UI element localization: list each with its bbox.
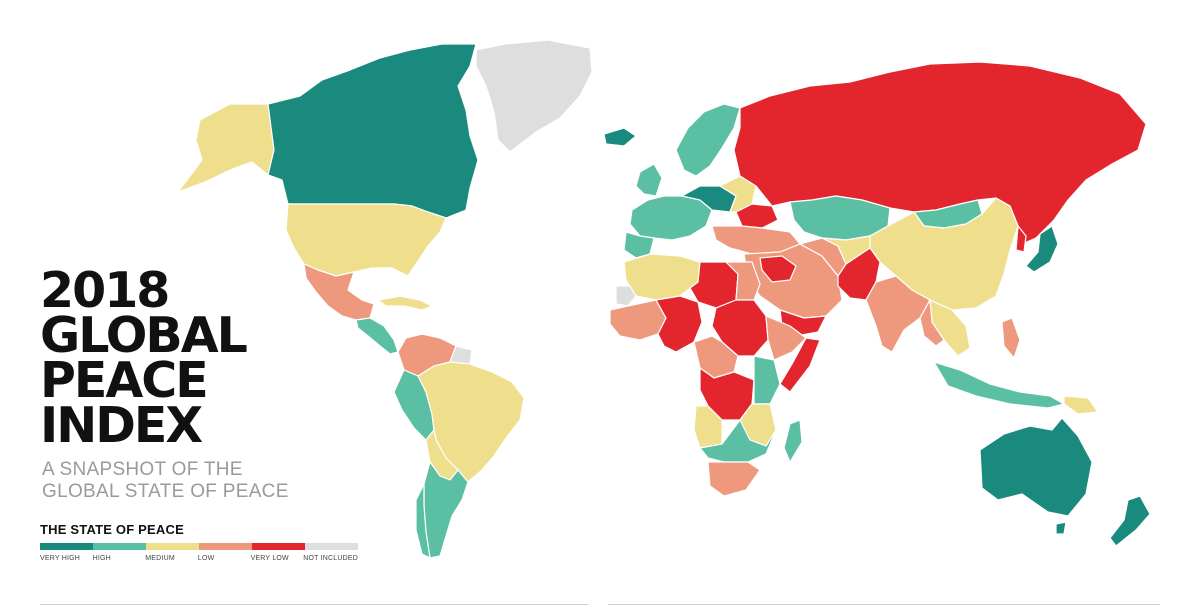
region-chile [415,483,431,559]
title-line-global: GLOBAL [40,307,248,364]
region-scandinavia [675,103,741,177]
region-alaska [177,103,275,193]
subtitle-line-2: GLOBAL STATE OF PEACE [42,481,289,502]
legend-swatch-not-included [305,543,358,550]
region-horn-of-africa [765,315,807,361]
legend-label-very-low: VERY LOW [250,555,289,562]
region-tasmania [1055,521,1067,535]
subtitle: A SNAPSHOT OF THE GLOBAL STATE OF PEACE [42,459,362,503]
region-western-europe [629,195,713,241]
region-mozambique-zambia [739,403,777,447]
region-western-sahara [615,285,637,307]
region-canada [267,43,479,219]
region-somalia [779,337,821,393]
subtitle-line-1: A SNAPSHOT OF THE [42,459,243,480]
main-title: 2018 GLOBAL PEACE INDEX [40,262,360,454]
region-australia [979,417,1093,517]
title-line-index: INDEX [40,397,203,454]
legend-swatch-low [199,543,252,550]
region-greenland [475,39,593,153]
legend: THE STATE OF PEACE VERY HIGH HIGH MEDIUM… [40,522,360,562]
region-sudan [711,299,769,357]
legend-swatch-medium [146,543,199,550]
region-east-africa [753,355,781,405]
region-mexico [303,263,375,321]
region-caribbean [377,295,433,311]
region-new-zealand [1109,495,1151,547]
region-south-africa [707,461,761,497]
legend-label-high: HIGH [92,555,111,562]
map-regions [177,39,1151,559]
region-north-africa-west [623,253,701,301]
legend-label-not-included: NOT INCLUDED [303,555,358,562]
legend-swatch-very-low [252,543,305,550]
region-madagascar [783,419,803,463]
legend-labels: VERY HIGH HIGH MEDIUM LOW VERY LOW NOT I… [40,555,358,562]
legend-swatch-very-high [40,543,93,550]
legend-label-very-high: VERY HIGH [40,555,81,562]
legend-color-bar [40,543,358,550]
region-indonesia-malaysia [933,361,1065,409]
title-line-peace: PEACE [40,352,209,409]
title-line-year: 2018 [40,262,170,319]
region-united-states [285,203,447,277]
region-japan [1025,225,1059,273]
legend-label-low: LOW [197,555,215,562]
region-myanmar-thailand [919,299,945,347]
region-iceland [603,127,637,147]
footer-rule-left [40,604,588,605]
region-nigeria-region [655,295,703,353]
legend-title: THE STATE OF PEACE [40,522,184,537]
region-syria-iraq [759,255,797,283]
footer-rule-right [608,604,1160,605]
region-philippines [1001,317,1021,359]
region-papua [1063,395,1099,415]
region-korea-peninsula [1015,225,1027,253]
region-uk-ireland [635,163,663,197]
region-central-america [355,317,399,355]
legend-swatch-high [93,543,146,550]
legend-label-medium: MEDIUM [145,555,175,562]
